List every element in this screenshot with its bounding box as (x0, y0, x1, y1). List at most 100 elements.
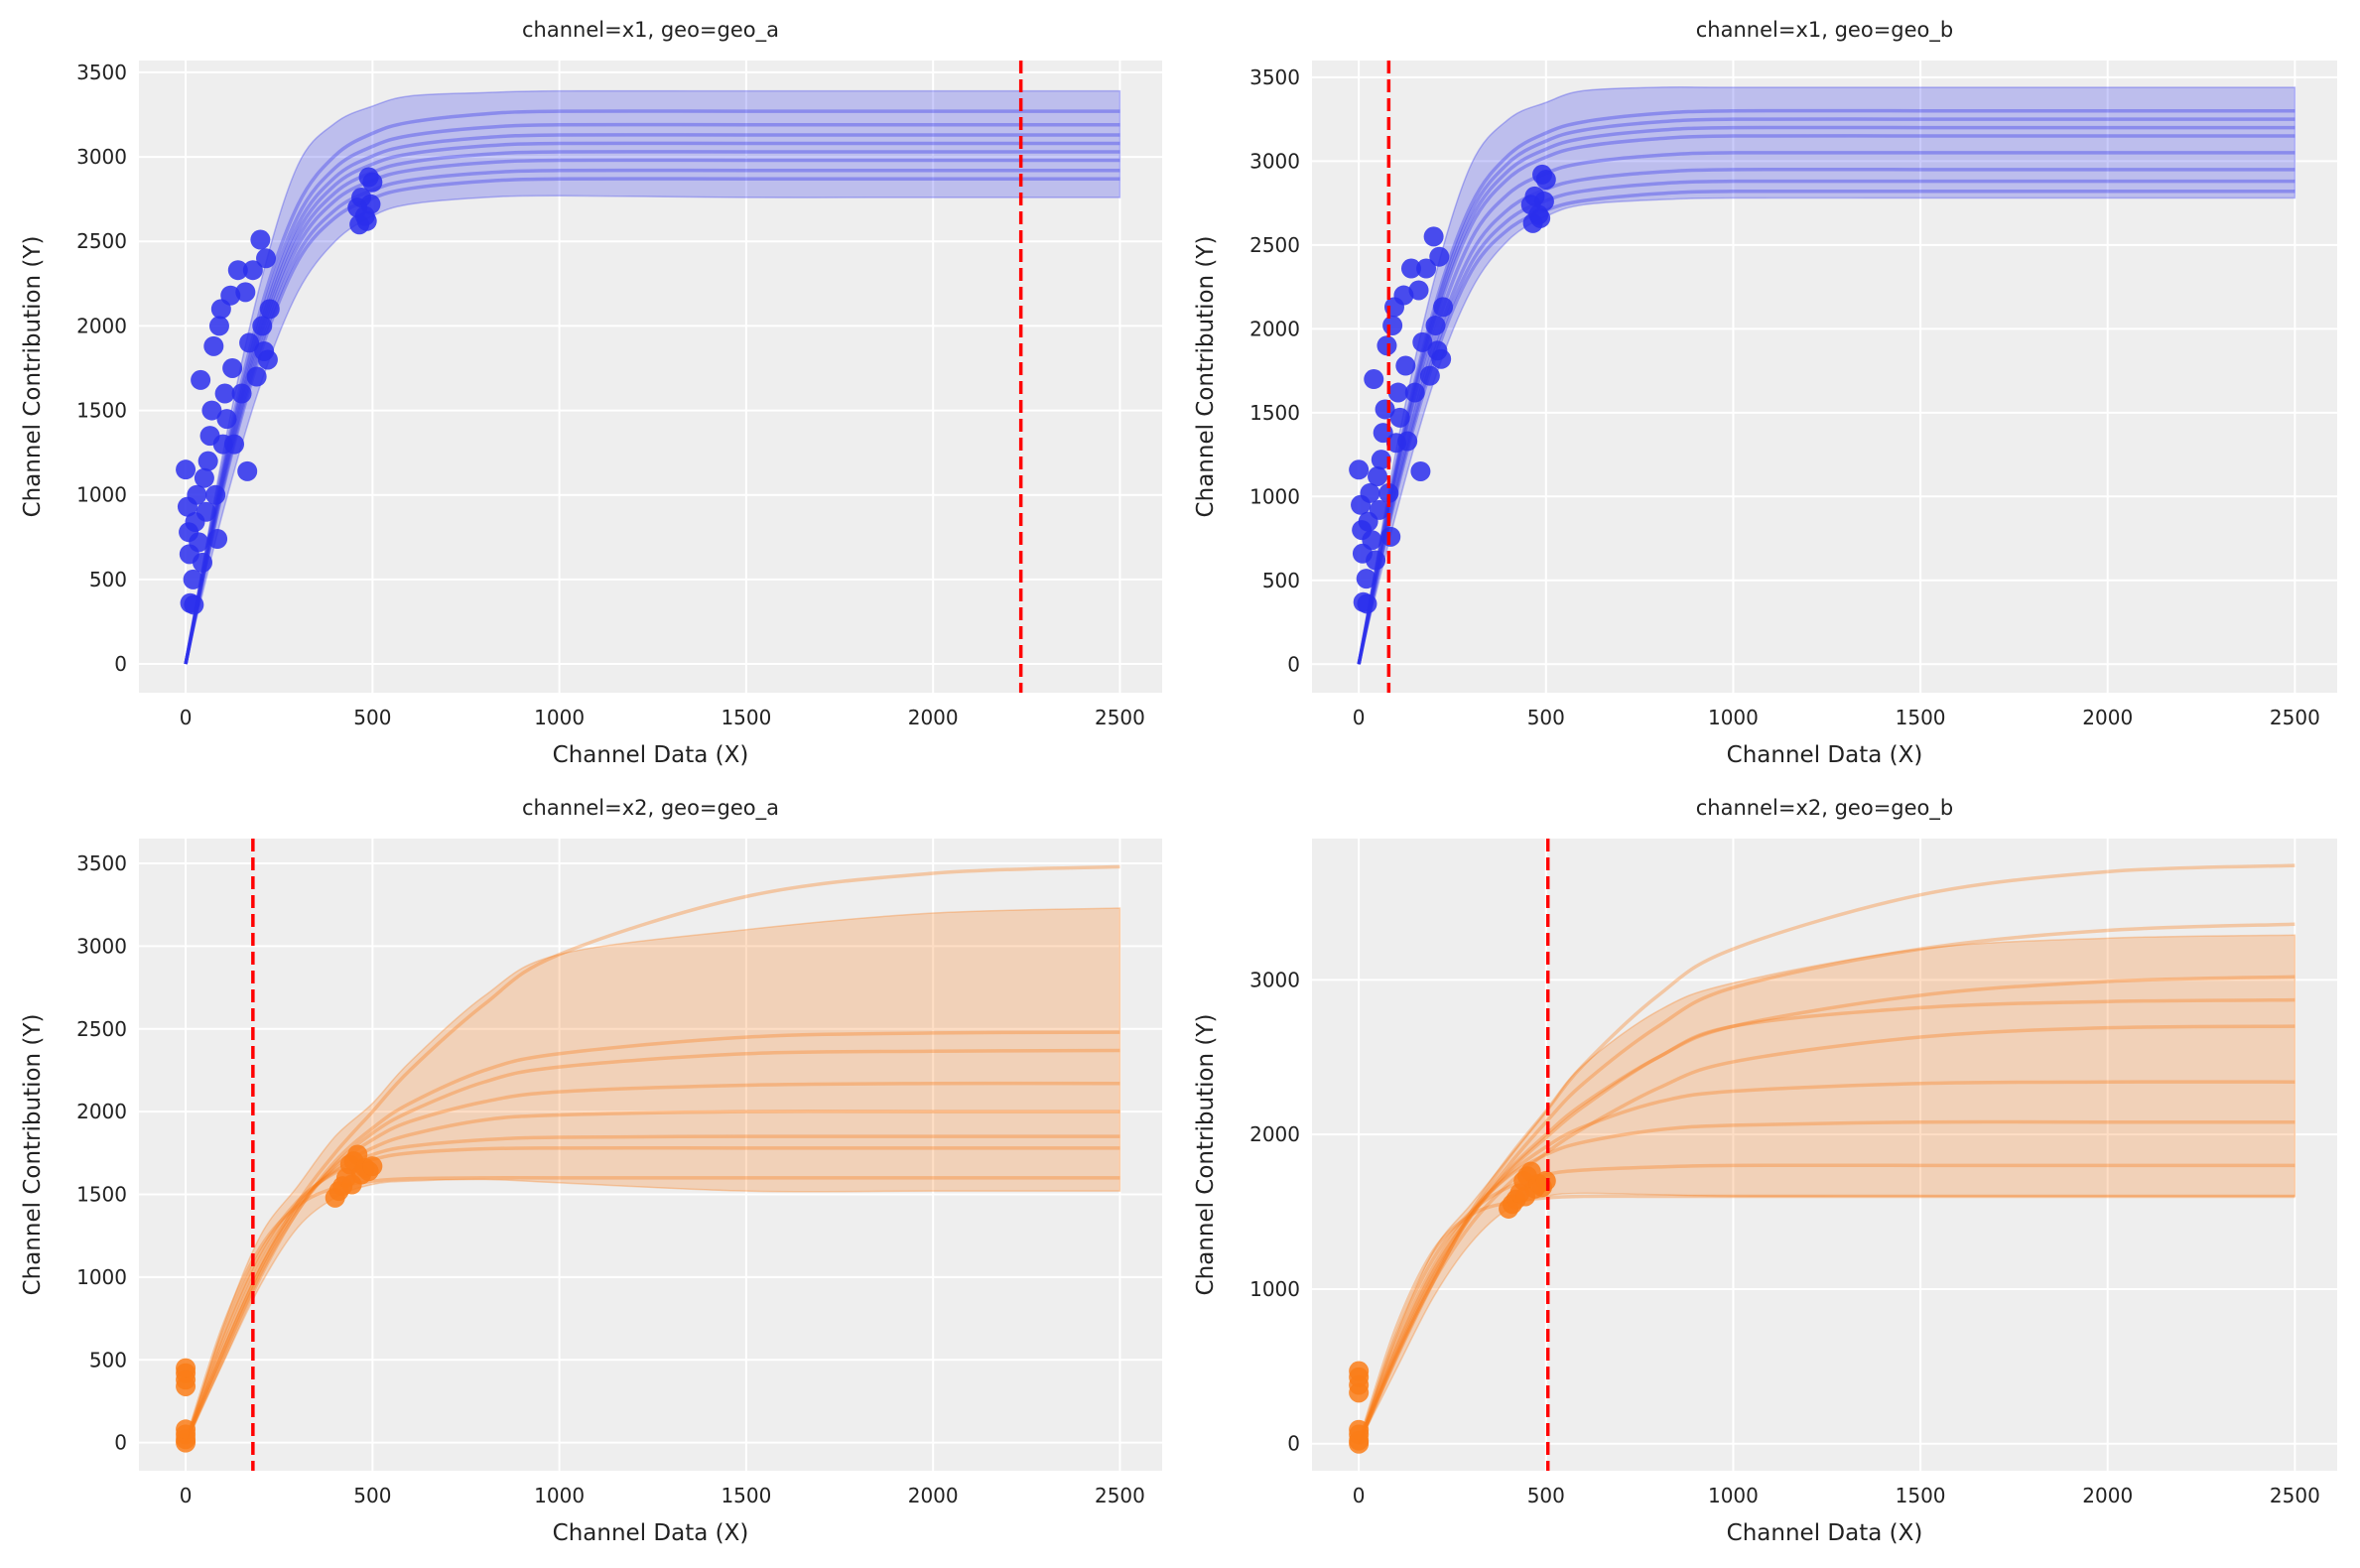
x-tick-label: 2500 (1095, 706, 1145, 729)
x-tick-label: 1000 (1708, 1484, 1759, 1507)
plot-area (1312, 839, 2337, 1471)
y-tick-label: 2500 (1249, 233, 1300, 257)
y-tick-label: 3500 (76, 851, 127, 875)
y-tick-label: 0 (1287, 1432, 1300, 1456)
data-point (220, 285, 241, 306)
data-point (1357, 593, 1377, 614)
data-point (1423, 226, 1444, 247)
data-point (1393, 285, 1414, 306)
data-point (1433, 297, 1454, 318)
data-point (1377, 335, 1397, 356)
data-point (197, 451, 218, 471)
data-point (1530, 207, 1551, 228)
x-axis-label: Channel Data (X) (553, 1520, 749, 1546)
posterior-curve (1357, 1194, 2295, 1445)
y-tick-label: 500 (89, 1348, 127, 1372)
x-tick-label: 500 (1527, 1484, 1565, 1507)
data-point (1416, 258, 1437, 279)
posterior-curve (1357, 922, 2295, 1445)
x-axis-label: Channel Data (X) (553, 742, 749, 768)
data-point (1368, 466, 1388, 487)
plot-area (139, 61, 1162, 693)
data-point (246, 366, 267, 387)
x-axis-label: Channel Data (X) (1727, 742, 1923, 768)
posterior-curve (184, 1146, 1120, 1444)
data-point (1410, 460, 1431, 481)
subplot-title: channel=x2, geo=geo_a (522, 796, 779, 821)
y-tick-label: 1000 (1249, 1277, 1300, 1301)
data-point (1408, 280, 1429, 301)
x-tick-label: 1000 (534, 1484, 585, 1507)
y-tick-label: 2000 (1249, 1122, 1300, 1146)
data-point (235, 282, 256, 303)
x-axis-label: Channel Data (X) (1727, 1520, 1923, 1546)
data-point (1362, 530, 1382, 551)
y-tick-label: 0 (114, 1431, 127, 1455)
data-point (203, 335, 224, 356)
data-point (1369, 499, 1389, 520)
data-point (1412, 331, 1433, 352)
subplot-title: channel=x2, geo=geo_b (1696, 796, 1953, 821)
data-point (1395, 355, 1416, 376)
hdi-band (1358, 86, 2296, 665)
posterior-curve (1357, 863, 2295, 1445)
posterior-curve (184, 1048, 1120, 1444)
y-tick-label: 1500 (76, 399, 127, 423)
data-point (222, 357, 243, 378)
data-point (1349, 1361, 1370, 1381)
x-tick-label: 1500 (721, 706, 771, 729)
y-tick-label: 3000 (1249, 149, 1300, 173)
data-point (1349, 459, 1370, 480)
data-point (1349, 1419, 1370, 1440)
posterior-curve (184, 1030, 1120, 1444)
data-point (196, 501, 216, 522)
data-point (193, 552, 213, 573)
data-point (214, 383, 235, 404)
data-point (1382, 315, 1403, 335)
data-point (341, 1174, 362, 1195)
data-point (1400, 258, 1421, 279)
posterior-curve (1357, 1024, 2295, 1445)
x-tick-label: 0 (1353, 706, 1366, 729)
data-point (252, 316, 273, 336)
data-point (1389, 407, 1410, 428)
y-tick-label: 3500 (1249, 65, 1300, 89)
data-point (216, 409, 237, 430)
plot-area (139, 839, 1162, 1471)
posterior-curve (1357, 1119, 2295, 1445)
y-tick-label: 1000 (1249, 484, 1300, 508)
subplot-title: channel=x1, geo=geo_b (1696, 18, 1953, 43)
y-axis-label: Channel Contribution (Y) (20, 236, 46, 518)
data-point (187, 484, 207, 505)
x-tick-label: 500 (353, 1484, 391, 1507)
posterior-curve (184, 1134, 1120, 1444)
data-point (208, 316, 229, 336)
y-tick-label: 1500 (1249, 401, 1300, 425)
data-point (191, 369, 211, 390)
posterior-curve (184, 864, 1120, 1444)
data-point (1535, 169, 1556, 190)
x-tick-label: 500 (353, 706, 391, 729)
x-tick-label: 2500 (2270, 706, 2320, 729)
x-tick-label: 1000 (534, 706, 585, 729)
y-tick-label: 3000 (76, 145, 127, 169)
y-tick-label: 500 (1262, 569, 1300, 592)
data-point (176, 1419, 197, 1440)
data-point (189, 532, 209, 553)
posterior-curve (184, 1110, 1120, 1444)
data-point (1387, 382, 1408, 403)
data-point (1533, 191, 1554, 211)
subplot-title: channel=x1, geo=geo_a (522, 18, 779, 43)
subplot-2: 0 500 1000 1500 2000 2500 0 500 1000 1500 2000 2500… (1193, 18, 2337, 768)
posterior-curve (1357, 997, 2295, 1445)
posterior-curve (184, 1081, 1120, 1444)
data-point (231, 383, 252, 404)
y-tick-label: 2000 (76, 1100, 127, 1123)
posterior-curve (184, 177, 1120, 665)
subplot-4: 0 500 1000 1500 2000 2500 0 1000 2000 3000 channel… (1193, 796, 2337, 1546)
x-tick-label: 500 (1527, 706, 1565, 729)
data-point (1419, 365, 1440, 386)
data-point (194, 467, 214, 488)
data-point (207, 529, 228, 550)
